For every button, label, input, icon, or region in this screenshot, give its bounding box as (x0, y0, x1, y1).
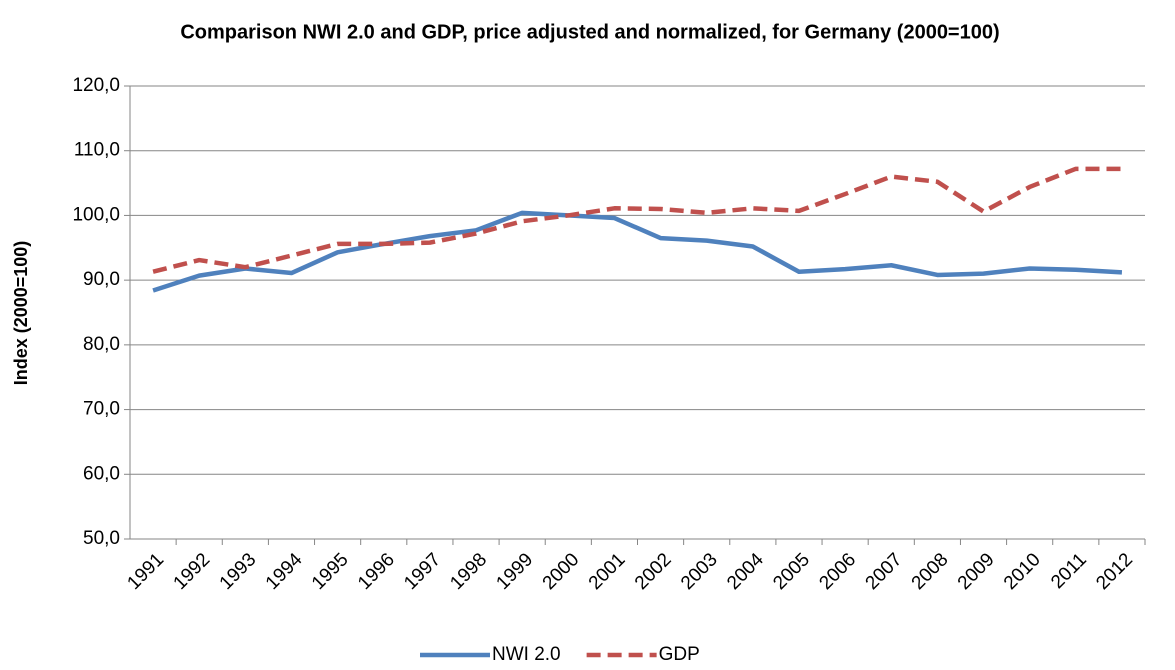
y-axis-title: Index (2000=100) (11, 241, 31, 386)
y-tick-label: 80,0 (83, 334, 120, 355)
x-tick-label: 1991 (123, 549, 168, 594)
x-tick-label: 2010 (1000, 549, 1045, 594)
x-tick-label: 1998 (446, 549, 491, 594)
chart-title: Comparison NWI 2.0 and GDP, price adjust… (180, 21, 999, 43)
x-tick-label: 2005 (769, 549, 814, 594)
x-tick-label: 2000 (539, 549, 584, 594)
x-tick-label: 1999 (492, 549, 537, 594)
x-tick-label: 2004 (723, 549, 768, 594)
y-tick-label: 90,0 (83, 269, 120, 290)
x-tick-label: 1992 (170, 549, 215, 594)
y-tick-label: 50,0 (83, 528, 120, 549)
x-tick-label: 1996 (354, 549, 399, 594)
x-tick-label: 2009 (954, 549, 999, 594)
series-line (152, 166, 1122, 274)
x-tick-label: 2003 (677, 549, 722, 594)
x-tick-label: 2001 (585, 549, 630, 594)
x-tick-label: 1994 (262, 549, 307, 594)
x-tick-label: 2012 (1092, 549, 1137, 594)
x-tick-label: 2011 (1047, 549, 1091, 593)
x-tick-label: 2008 (908, 549, 953, 594)
legend-label: NWI 2.0 (492, 644, 561, 665)
x-tick-label: 1997 (400, 549, 445, 594)
x-tick-label: 1993 (216, 549, 261, 594)
y-tick-label: 100,0 (72, 204, 120, 225)
y-tick-label: 110,0 (74, 140, 120, 161)
y-tick-label: 120,0 (72, 75, 120, 96)
y-tick-label: 70,0 (83, 399, 120, 420)
x-tick-label: 2006 (815, 549, 860, 594)
legend-label: GDP (659, 644, 700, 665)
x-tick-label: 2002 (631, 549, 676, 594)
y-tick-label: 60,0 (83, 463, 120, 484)
x-tick-label: 2007 (862, 549, 907, 594)
x-tick-label: 1995 (308, 549, 353, 594)
series-line (152, 210, 1123, 293)
